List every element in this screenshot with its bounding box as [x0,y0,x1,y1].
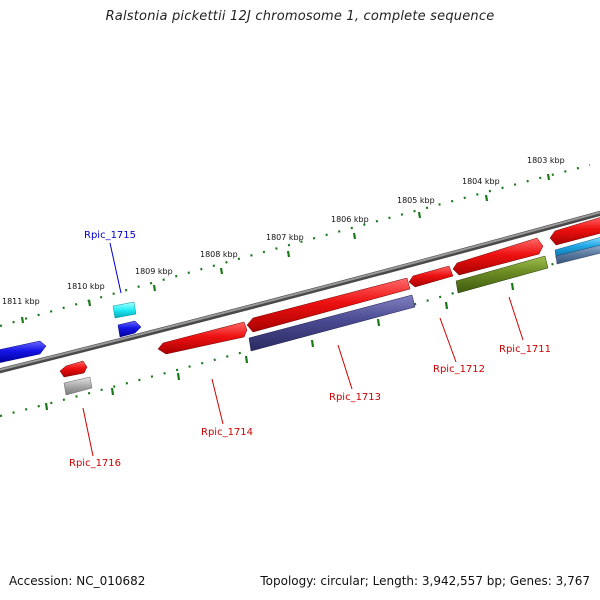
gene-feature-right-skyblue[interactable] [554,236,600,259]
gene-label-rpic-1715[interactable]: Rpic_1715 [84,230,136,241]
tick-label-1810: 1810 kbp [67,282,105,291]
map-title: Ralstonia pickettii 12J chromosome 1, co… [105,9,495,24]
tick-label-1804: 1804 kbp [462,177,500,186]
tick-label-1806: 1806 kbp [331,215,369,224]
tick-label-1805: 1805 kbp [397,196,435,205]
gene-feature-rpic-1714[interactable] [157,321,248,355]
gene-label-rpic-1716[interactable]: Rpic_1716 [69,458,121,469]
outer-major-ticks [20,173,551,324]
tick-label-1811: 1811 kbp [2,297,40,306]
tick-label-1808: 1808 kbp [200,250,238,259]
gene-label-rpic-1711[interactable]: Rpic_1711 [499,344,551,355]
gene-feature-right-steel[interactable] [555,244,600,265]
topology-summary-text: Topology: circular; Length: 3,942,557 bp… [260,574,590,588]
gene-feature-rpic-1711-cds[interactable] [452,237,544,276]
gene-feature-rpic-1713-cds[interactable] [246,277,411,333]
gene-label-rpic-1713[interactable]: Rpic_1713 [329,392,381,403]
gene-feature-right-red[interactable] [549,216,600,246]
tick-label-1803: 1803 kbp [527,156,565,165]
label-leader-lines [82,242,524,457]
gene-feature-rpic-1712[interactable] [408,265,454,288]
gene-feature-rpic-1711-rna[interactable] [455,255,549,294]
gene-label-rpic-1712[interactable]: Rpic_1712 [433,364,485,375]
tick-label-1809: 1809 kbp [135,267,173,276]
accession-text: Accession: NC_010682 [9,574,146,588]
gene-feature-rpic-1716-cds[interactable] [59,360,88,378]
gene-feature-rpic-1716-rna[interactable] [63,376,93,396]
tick-label-1807: 1807 kbp [266,233,304,242]
gene-feature-rpic-1715[interactable] [112,301,137,319]
gene-label-rpic-1714[interactable]: Rpic_1714 [201,427,253,438]
gene-feature-rpic-1715-cds[interactable] [117,320,142,338]
gene-feature-rpic-1713-rna[interactable] [248,294,416,352]
chromosome-backbone-highlight [0,211,600,371]
gene-feature-far-left-blue[interactable] [0,340,47,363]
inner-major-ticks [44,282,515,411]
